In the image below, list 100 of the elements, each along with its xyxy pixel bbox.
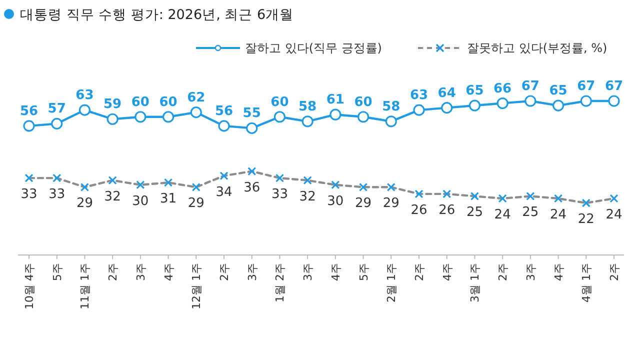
- point: [552, 100, 564, 112]
- x-tick-label: 3주: [524, 263, 538, 281]
- x-tick-label: 4주: [162, 263, 176, 281]
- data-label: 57: [48, 102, 66, 117]
- data-label: 63: [410, 88, 428, 104]
- point: [385, 116, 397, 128]
- data-label: 34: [216, 184, 232, 200]
- point: [580, 95, 592, 107]
- x-tick-label: 3주: [246, 263, 259, 281]
- data-label: 32: [104, 189, 121, 204]
- point: [164, 178, 173, 187]
- x-tick-label: 3주: [134, 263, 148, 281]
- data-label: 67: [604, 79, 624, 94]
- point: [52, 174, 62, 182]
- point: [23, 120, 35, 132]
- point: [275, 174, 284, 182]
- point: [190, 106, 202, 118]
- data-label: 63: [76, 88, 94, 104]
- point: [468, 100, 481, 112]
- point: [386, 182, 396, 192]
- x-tick-label: 10월 4주: [23, 263, 36, 310]
- x-tick-label: 3월 1주: [468, 263, 482, 302]
- point: [108, 176, 117, 185]
- data-label: 55: [242, 106, 261, 122]
- data-label: 30: [327, 194, 344, 209]
- point: [302, 116, 314, 128]
- chart-title: 대통령 직무 수행 평가: 2026년, 최근 6개월: [20, 7, 294, 23]
- point: [470, 192, 480, 200]
- x-tick-label: 5주: [357, 263, 370, 281]
- x-tick-label: 4주: [329, 263, 342, 281]
- point: [554, 194, 563, 203]
- data-label: 65: [549, 84, 568, 99]
- data-label: 56: [214, 104, 234, 119]
- data-label: 66: [494, 81, 512, 96]
- data-label: 67: [577, 79, 596, 94]
- data-label: 33: [20, 187, 38, 202]
- data-label: 22: [578, 212, 594, 227]
- point: [413, 104, 425, 116]
- data-label: 31: [160, 192, 177, 207]
- point: [106, 113, 118, 125]
- point: [248, 166, 256, 176]
- data-label: 60: [159, 94, 178, 110]
- point: [246, 122, 258, 134]
- point: [331, 180, 340, 190]
- data-label: 26: [438, 202, 456, 218]
- data-label: 33: [48, 187, 66, 202]
- data-label: 32: [299, 189, 316, 204]
- point: [442, 190, 452, 198]
- data-label: 67: [521, 79, 540, 94]
- data-label: 60: [354, 94, 372, 110]
- data-label: 29: [355, 196, 372, 212]
- data-label: 24: [494, 207, 511, 222]
- point: [582, 198, 590, 208]
- point: [414, 190, 424, 198]
- data-label: 24: [550, 207, 567, 222]
- x-tick-label: 11월 1주: [78, 263, 92, 310]
- data-label: 33: [271, 187, 288, 202]
- point: [218, 120, 230, 132]
- data-label: 36: [244, 180, 260, 196]
- data-label: 56: [20, 104, 38, 119]
- point: [136, 180, 145, 190]
- data-label: 25: [522, 205, 539, 220]
- x-tick-label: 1월 2주: [274, 263, 287, 302]
- x-tick-label: 12월 1주: [190, 263, 204, 310]
- x-tick-label: 4주: [440, 263, 454, 281]
- data-label: 65: [466, 84, 484, 99]
- data-label: 61: [326, 92, 344, 108]
- x-tick-label: 2주: [496, 263, 510, 281]
- data-label: 29: [382, 196, 400, 212]
- point: [526, 192, 535, 200]
- data-label: 29: [76, 196, 93, 212]
- legend-label: 잘하고 있다(직무 긍정률): [245, 41, 382, 55]
- data-label: 29: [188, 196, 204, 212]
- data-label: 62: [187, 90, 206, 106]
- point: [303, 176, 312, 185]
- data-label: 60: [270, 94, 289, 110]
- x-tick-label: 2주: [218, 263, 231, 281]
- point: [80, 182, 90, 192]
- point: [134, 111, 146, 123]
- x-tick-label: 2주: [608, 263, 621, 281]
- legend-label: 잘못하고 있다(부정률, %): [467, 41, 608, 55]
- data-label: 24: [606, 207, 622, 222]
- point: [357, 111, 370, 123]
- point: [498, 194, 507, 203]
- data-label: 26: [410, 202, 428, 218]
- x-tick-label: 3주: [302, 263, 315, 281]
- data-label: 59: [104, 97, 122, 112]
- point: [51, 118, 63, 130]
- data-label: 25: [466, 205, 483, 220]
- data-label: 60: [131, 94, 150, 110]
- point: [524, 95, 536, 107]
- point: [220, 172, 228, 180]
- point: [192, 182, 200, 192]
- data-label: 58: [298, 99, 317, 114]
- point: [608, 95, 620, 107]
- point: [274, 111, 286, 123]
- x-tick-label: 5주: [50, 263, 64, 281]
- point: [24, 174, 34, 182]
- point: [610, 194, 618, 203]
- x-tick-label: 2월 1주: [385, 263, 398, 302]
